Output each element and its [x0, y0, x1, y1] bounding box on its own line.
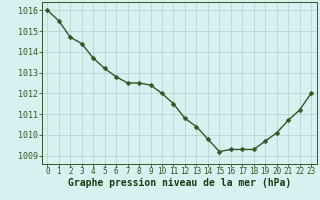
- X-axis label: Graphe pression niveau de la mer (hPa): Graphe pression niveau de la mer (hPa): [68, 178, 291, 188]
